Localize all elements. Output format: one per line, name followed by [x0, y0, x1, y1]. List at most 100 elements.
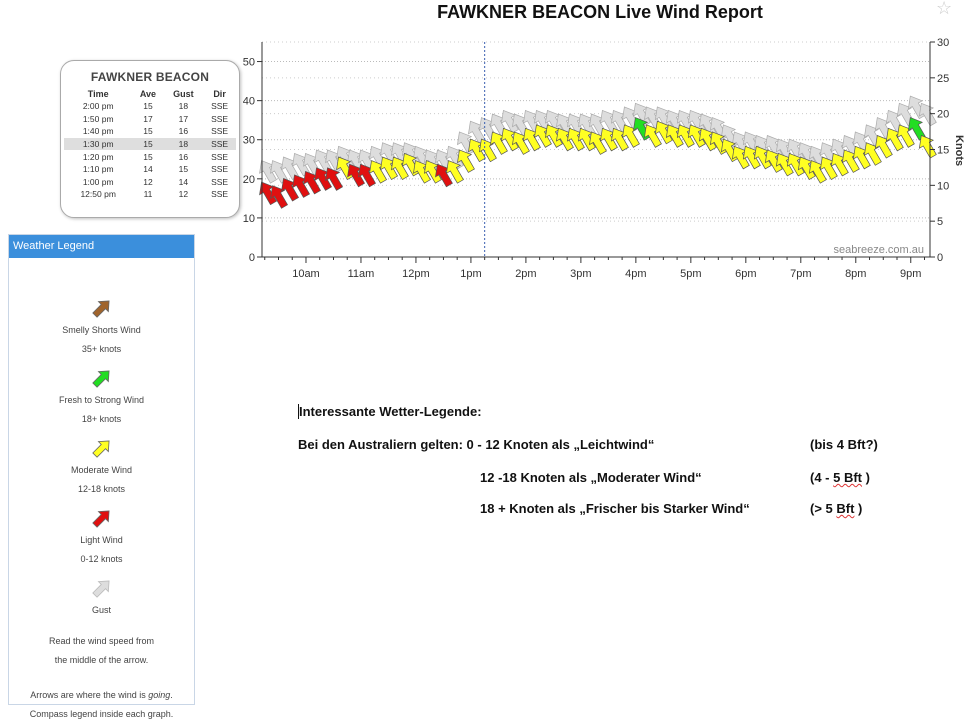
readings-cell: SSE [211, 151, 229, 162]
readings-cell: 16 [178, 151, 189, 162]
ave-arrow [325, 167, 344, 191]
readings-cell: 15 [143, 126, 153, 137]
readings-cell: SSE [203, 137, 236, 151]
readings-cell: 17 [178, 113, 189, 124]
legend-arrow-icon [91, 580, 110, 598]
weather-legend-panel: Weather Legend Smelly Shorts Wind 35+ kno… [8, 234, 195, 719]
legend-item: Moderate Wind 12-18 knots [9, 436, 194, 494]
readings-cell: 14 [178, 176, 189, 187]
wind-chart: 0 10 20 30 40 50 0 5 10 15 20 25 30 10am 11am 12pm 1pm 2p… [243, 37, 965, 280]
readings-header-cell: Dir [213, 89, 226, 99]
readings-row: 1:30 pm 15 18 SSE [64, 137, 236, 151]
readings-row: 1:50 pm 17 17 SSE [64, 113, 236, 126]
right-tick-label: 10 [937, 180, 949, 192]
legend-note-line: Arrows are where the wind is going. [30, 690, 173, 700]
legend-item: Fresh to Strong Wind 18+ knots [9, 366, 194, 424]
readings-row: 12:50 pm 11 12 SSE [64, 188, 236, 201]
notes-line-3-bft: (> 5 Bft ) [810, 501, 863, 516]
weather-legend-header: Weather Legend [9, 235, 194, 258]
readings-cell: 15 [143, 101, 153, 112]
readings-cell: 11 [143, 189, 153, 200]
readings-cell: 2:00 pm [82, 101, 114, 112]
ave-arrow [457, 149, 475, 173]
readings-cell: SSE [211, 113, 229, 124]
left-tick-label: 40 [243, 96, 255, 108]
right-tick-label: 15 [937, 145, 949, 157]
readings-cell: 15 [178, 164, 189, 175]
readings-header-cell: Ave [139, 89, 157, 99]
legend-label: Smelly Shorts Wind [62, 325, 141, 335]
legend-note-direction: Arrows are where the wind is going. Comp… [9, 686, 194, 724]
legend-note-line: the middle of the arrow. [54, 655, 149, 665]
x-tick-label: 9pm [900, 268, 921, 280]
ave-arrow [270, 185, 289, 209]
legend-sublabel: 18+ knots [81, 414, 122, 424]
ave-arrow [863, 142, 882, 166]
gust-arrow [918, 102, 937, 127]
readings-row: 2:00 pm 15 18 SSE [64, 100, 236, 113]
ave-arrow [918, 135, 937, 159]
right-tick-label: 30 [937, 37, 949, 49]
notes-line-2-bft: (4 - 5 Bft ) [810, 470, 870, 485]
legend-label: Light Wind [80, 535, 123, 545]
x-tick-label: 11am [348, 268, 375, 280]
legend-item: Smelly Shorts Wind 35+ knots [9, 296, 194, 354]
left-tick-label: 50 [243, 57, 255, 69]
x-tick-label: 1pm [460, 268, 481, 280]
readings-cell: 1:00 pm [82, 176, 114, 187]
current-readings-card: FAWKNER BEACON Time Ave Gust Dir 2:00 pm 15 1… [60, 60, 240, 218]
left-tick-label: 30 [243, 135, 255, 147]
readings-header-cell: Gust [173, 89, 194, 99]
readings-cell: SSE [211, 164, 229, 175]
legend-item: Gust [9, 576, 194, 615]
readings-cell: 17 [143, 113, 153, 124]
readings-title: FAWKNER BEACON [90, 70, 210, 84]
page-title: FAWKNER BEACON Live Wind Report [437, 2, 763, 22]
readings-cell: 14 [143, 164, 153, 175]
legend-item: Light Wind 0-12 knots [9, 506, 194, 564]
x-tick-label: 7pm [790, 268, 811, 280]
readings-cell: SSE [211, 176, 229, 187]
ave-arrow [896, 124, 915, 148]
legend-label: Gust [91, 605, 111, 615]
legend-note-read: Read the wind speed from the middle of t… [9, 632, 194, 670]
right-tick-label: 20 [937, 109, 949, 121]
x-tick-label: 10am [292, 268, 320, 280]
notes-line-3: 18 + Knoten als „Frischer bis Starker Wi… [480, 501, 750, 516]
star-outline-icon[interactable]: ☆ [936, 0, 953, 18]
right-tick-label: 0 [937, 252, 943, 264]
legend-arrow-icon [91, 440, 110, 458]
right-tick-label: 5 [937, 216, 943, 228]
readings-cell: 15 [143, 151, 153, 162]
ave-arrow [874, 135, 893, 159]
readings-cell: 16 [178, 126, 189, 137]
readings-cell: 15 [132, 137, 164, 151]
x-tick-label: 12pm [402, 268, 430, 280]
notes-heading: Interessante Wetter-Legende: [298, 404, 482, 419]
legend-label: Moderate Wind [70, 465, 133, 475]
readings-row: 1:10 pm 14 15 SSE [64, 163, 236, 176]
readings-cell: SSE [211, 189, 229, 200]
notes-line-1: Bei den Australiern gelten: 0 - 12 Knote… [298, 437, 655, 452]
legend-arrow-icon [91, 510, 110, 528]
notes-line-2: 12 -18 Knoten als „Moderater Wind“ [480, 470, 702, 485]
right-axis-label: Knots [953, 135, 965, 166]
left-tick-label: 0 [249, 252, 255, 264]
legend-sublabel: 0-12 knots [80, 554, 123, 564]
readings-cell: 1:40 pm [82, 126, 114, 137]
x-tick-label: 2pm [515, 268, 536, 280]
legend-sublabel: 35+ knots [81, 344, 122, 354]
x-tick-label: 8pm [845, 268, 866, 280]
legend-note-line: Read the wind speed from [48, 636, 155, 646]
readings-cell: 12 [178, 189, 189, 200]
ave-arrow [622, 124, 640, 148]
legend-arrow-icon [91, 300, 110, 318]
readings-row: 1:40 pm 15 16 SSE [64, 125, 236, 138]
x-tick-label: 5pm [680, 268, 701, 280]
readings-cell: 12:50 pm [80, 189, 116, 200]
readings-cell: 1:20 pm [82, 151, 114, 162]
readings-row: 1:00 pm 12 14 SSE [64, 176, 236, 189]
readings-cell: 1:30 pm [64, 137, 133, 151]
readings-header-cell: Time [87, 89, 109, 99]
readings-row: 1:20 pm 15 16 SSE [64, 150, 236, 163]
